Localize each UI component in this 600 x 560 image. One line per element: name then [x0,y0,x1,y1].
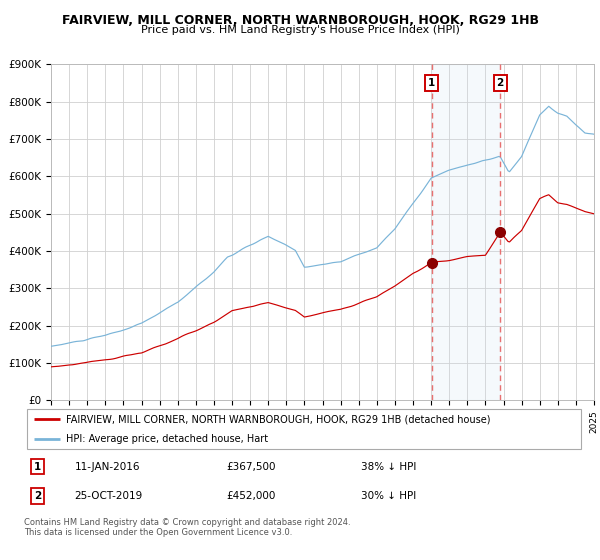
Text: 30% ↓ HPI: 30% ↓ HPI [361,491,416,501]
Text: This data is licensed under the Open Government Licence v3.0.: This data is licensed under the Open Gov… [24,528,292,536]
Text: 1: 1 [428,78,435,88]
Text: 11-JAN-2016: 11-JAN-2016 [74,461,140,472]
Text: 38% ↓ HPI: 38% ↓ HPI [361,461,416,472]
Text: Contains HM Land Registry data © Crown copyright and database right 2024.: Contains HM Land Registry data © Crown c… [24,518,350,527]
Text: FAIRVIEW, MILL CORNER, NORTH WARNBOROUGH, HOOK, RG29 1HB: FAIRVIEW, MILL CORNER, NORTH WARNBOROUGH… [62,14,539,27]
Text: 2: 2 [34,491,41,501]
Text: 1: 1 [34,461,41,472]
Text: 25-OCT-2019: 25-OCT-2019 [74,491,143,501]
Text: £452,000: £452,000 [226,491,275,501]
Text: FAIRVIEW, MILL CORNER, NORTH WARNBOROUGH, HOOK, RG29 1HB (detached house): FAIRVIEW, MILL CORNER, NORTH WARNBOROUGH… [66,414,491,424]
FancyBboxPatch shape [27,409,581,449]
Text: Price paid vs. HM Land Registry's House Price Index (HPI): Price paid vs. HM Land Registry's House … [140,25,460,35]
Text: £367,500: £367,500 [226,461,275,472]
Bar [431,64,500,400]
Text: HPI: Average price, detached house, Hart: HPI: Average price, detached house, Hart [66,435,268,445]
Text: 2: 2 [497,78,504,88]
